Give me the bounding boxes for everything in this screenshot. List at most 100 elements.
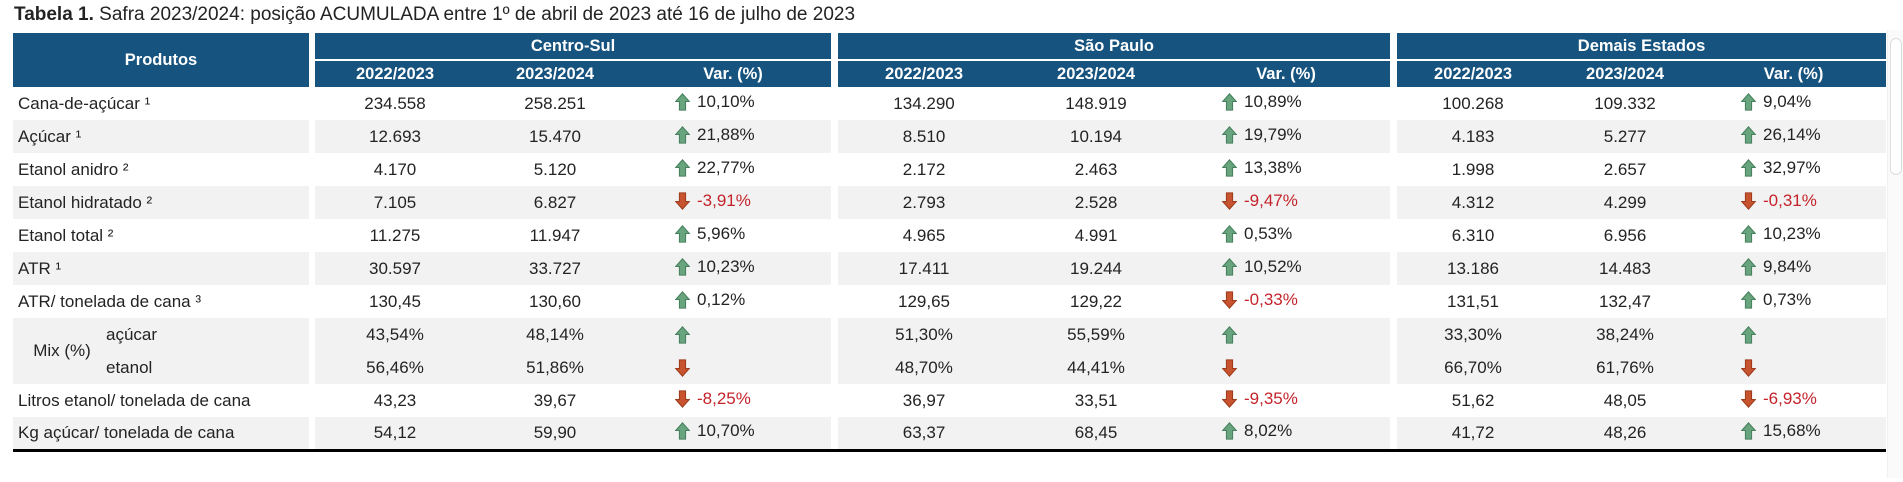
variation-text: 21,88% [697,124,755,144]
variation-indicator: -3,91% [675,191,755,211]
column-separator [1390,252,1398,285]
variation-line [635,318,831,351]
variation-indicator: -6,93% [1741,389,1821,409]
variation-indicator: 0,73% [1741,290,1821,310]
value-cell: 6.827 [475,186,635,219]
table-row: Cana-de-açúcar ¹ 234.558 258.251 10,10% 134.… [13,87,1886,120]
value-cell: 33,51 [1074,390,1118,410]
variation-text: 32,97% [1763,157,1821,177]
arrow-up-icon [1741,158,1757,177]
column-separator [831,186,839,219]
variation-cell: 9,04% [1701,87,1886,120]
variation-text: -9,47% [1244,190,1298,210]
value-cell: 17.411 [838,252,1011,285]
variation-indicator: 10,52% [1222,257,1302,277]
value-cell: 129,22 [1070,291,1123,311]
variation-cell: 10,52% [1182,252,1391,285]
variation-indicator [1741,358,1821,377]
column-separator [309,219,315,252]
column-separator [309,384,315,417]
value-line: 44,41% [1067,358,1125,377]
arrow-down-icon [1741,389,1757,408]
arrow-up-icon [675,421,690,440]
arrow-down-icon [1222,290,1238,309]
value-line: 33,30% [1444,325,1502,344]
product-cell-mix: Mix (%) açúcar etanol [13,318,309,384]
product-cell: Kg açúcar/ tonelada de cana [13,417,309,450]
variation-text: 15,68% [1763,420,1821,440]
value-cell: 4.170 [373,159,417,179]
variation-indicator [675,358,755,377]
value-cell: 109.332 [1594,93,1656,113]
variation-indicator: 9,04% [1741,92,1821,112]
column-separator [1390,33,1398,87]
variation-cell: 10,89% [1182,87,1390,120]
column-separator [831,219,839,252]
arrow-up-icon [1741,421,1757,440]
variation-text: 9,84% [1763,256,1812,276]
value-cell: 134.290 [893,93,955,113]
variation-cell: -6,93% [1701,384,1886,417]
value-line: 48,14% [526,325,584,344]
product-cell: ATR/ tonelada de cana ³ [18,291,202,311]
product-cell: Cana-de-açúcar ¹ [18,93,151,113]
variation-text: -0,33% [1244,289,1298,309]
variation-indicator [1741,325,1821,344]
variation-cell: 13,38% [1182,153,1390,186]
value-cell: 63,37 [838,417,1011,450]
value-cell: 41,72 [1397,417,1550,450]
variation-text: 9,04% [1763,91,1812,111]
value-line: 51,86% [526,358,584,377]
value-line: 56,46% [366,358,424,377]
variation-text: 19,79% [1244,124,1302,144]
variation-indicator: 26,14% [1741,125,1821,145]
variation-cell: 10,23% [635,252,832,285]
value-cell: 14.483 [1549,252,1702,285]
value-cell: 234.558 [364,93,426,113]
value-cell: 51,30% 48,70% [838,318,1011,384]
value-cell: 33.727 [475,252,635,285]
subcolumn-header-sao-paulo-var: Var. (%) [1182,60,1391,87]
value-line: 66,70% [1444,358,1502,377]
value-cell: 2.793 [838,186,1011,219]
value-cell: 130,45 [369,291,421,311]
table-row: Kg açúcar/ tonelada de cana 54,12 59,90 10,… [13,417,1887,450]
variation-line [635,351,831,384]
scrollbar-thumb[interactable] [1890,38,1902,175]
variation-indicator: 10,23% [675,257,755,277]
product-cell: Etanol anidro ² [18,159,129,179]
table-row: Litros etanol/ tonelada de cana 43,23 39,6… [13,384,1886,417]
variation-text: 0,12% [697,289,746,309]
column-separator [309,318,315,384]
arrow-down-icon [1222,389,1238,408]
group-header-centro-sul: Centro-Sul [315,33,832,61]
variation-indicator: -0,31% [1741,191,1821,211]
variation-cell: 22,77% [635,153,831,186]
variation-indicator: 10,23% [1741,224,1821,244]
variation-cell [635,318,832,384]
value-line: 61,76% [1596,358,1654,377]
column-separator [831,285,839,318]
column-separator [1390,153,1398,186]
mix-group: Mix (%) açúcar etanol [18,318,309,384]
variation-indicator: 5,96% [675,224,755,244]
value-line: 55,59% [1067,325,1125,344]
value-cell: 4.312 [1397,186,1550,219]
arrow-up-icon [1741,125,1757,144]
column-separator [309,120,315,153]
variation-indicator: -9,35% [1222,389,1302,409]
arrow-up-icon [675,325,690,344]
value-cell: 10.194 [1010,120,1183,153]
column-separator [831,417,839,450]
arrow-up-icon [1222,421,1238,440]
product-cell: Etanol total ² [18,225,114,245]
value-cell: 4.991 [1074,225,1118,245]
variation-cell: -0,31% [1701,186,1887,219]
table-title-text: Safra 2023/2024: posição ACUMULADA entre… [93,4,856,25]
value-cell: 1.998 [1451,159,1495,179]
column-separator [1390,417,1398,450]
value-cell: 38,24% 61,76% [1549,318,1702,384]
vertical-scrollbar[interactable] [1887,30,1903,478]
variation-cell: 32,97% [1701,153,1886,186]
variation-text: 10,70% [697,420,755,440]
